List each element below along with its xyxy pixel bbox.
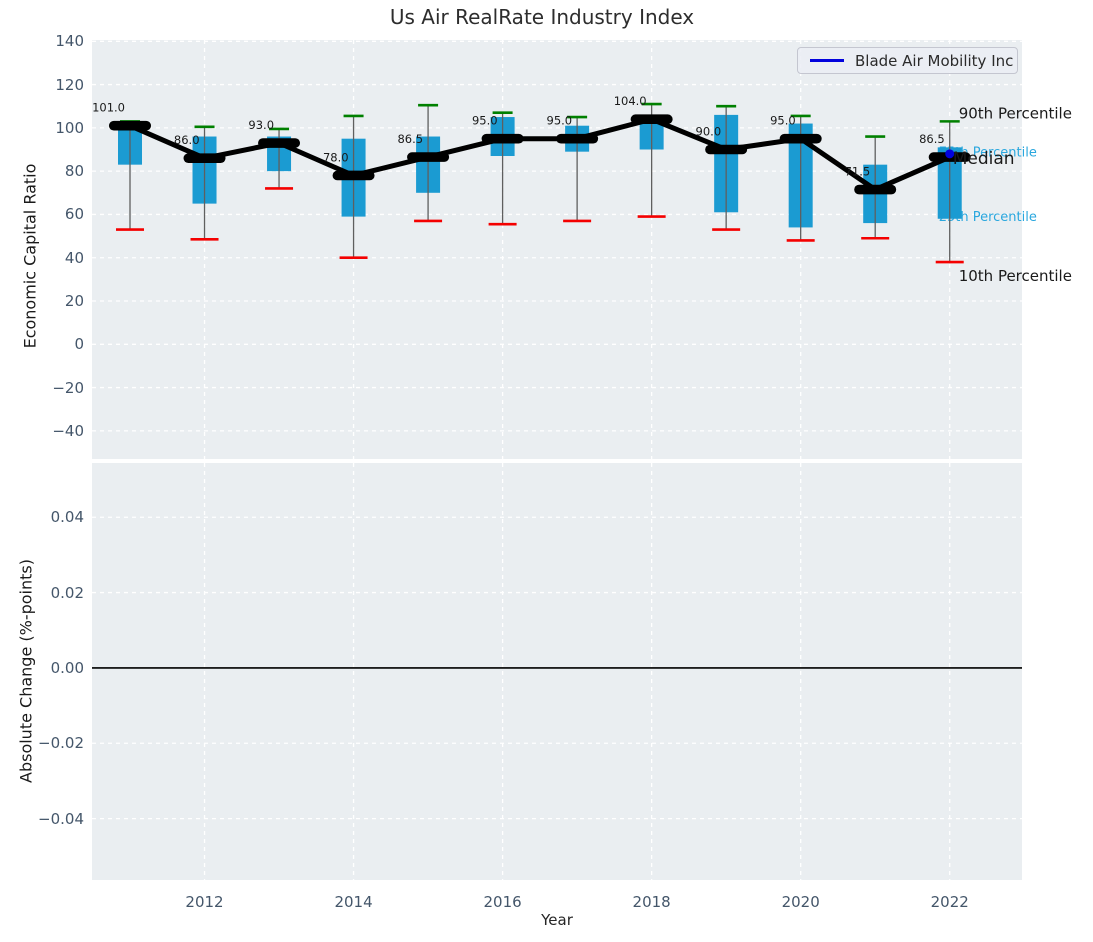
median-marker-2017: [556, 133, 599, 144]
median-marker-2013: [258, 138, 301, 148]
median-marker-2020: [779, 133, 822, 144]
legend-line-sample: [810, 59, 844, 62]
x-tick-label: 2016: [483, 893, 522, 911]
y-tick-label-top: 140: [55, 32, 84, 51]
y-tick-label-bottom: 0.00: [50, 658, 84, 677]
y-tick-label-top: 0: [74, 335, 84, 354]
median-value-label-2012: 86.0: [174, 133, 200, 147]
median-value-label-2015: 86.5: [397, 132, 423, 146]
legend-label: Blade Air Mobility Inc: [855, 51, 1014, 70]
legend: Blade Air Mobility Inc: [797, 47, 1018, 74]
median-value-label-2022: 86.5: [919, 132, 945, 146]
median-value-label-2018: 104.0: [614, 94, 647, 108]
x-tick-label: 2014: [334, 893, 373, 911]
median-marker-2012: [183, 153, 226, 163]
annotation-90th-percentile: 90th Percentile: [959, 104, 1072, 122]
median-value-label-2014: 78.0: [323, 150, 349, 164]
median-value-label-2020: 95.0: [770, 114, 796, 128]
x-axis-label: Year: [541, 911, 573, 929]
y-tick-label-top: 120: [55, 75, 84, 94]
y-tick-label-top: 20: [64, 292, 84, 310]
company-marker: [945, 149, 955, 159]
median-marker-2015: [407, 152, 450, 162]
median-marker-2014: [332, 170, 375, 181]
median-marker-2019: [705, 144, 748, 155]
median-value-label-2021: 71.5: [845, 165, 871, 179]
y-tick-label-top: −40: [52, 421, 84, 440]
x-tick-label: 2020: [781, 893, 820, 911]
x-tick-label: 2022: [930, 893, 969, 911]
bottom-plot-background: [92, 463, 1022, 880]
x-tick-label: 2018: [632, 893, 671, 911]
y-tick-label-top: 60: [64, 205, 84, 224]
median-value-label-2013: 93.0: [248, 118, 274, 132]
median-value-label-2011: 101.0: [92, 101, 125, 115]
annotation-25th-percentile: 25th Percentile: [939, 210, 1037, 225]
y-tick-label-bottom: 0.04: [50, 508, 84, 527]
annotation-10th-percentile: 10th Percentile: [959, 267, 1072, 285]
y-tick-label-bottom: −0.02: [38, 734, 84, 753]
y-tick-label-top: 100: [55, 118, 84, 137]
y-tick-label-bottom: 0.02: [50, 583, 84, 602]
median-marker-2016: [481, 133, 524, 144]
median-value-label-2017: 95.0: [547, 114, 573, 128]
x-tick-label: 2012: [185, 893, 224, 911]
annotation-median: Median: [953, 149, 1015, 169]
median-marker-2018: [630, 114, 673, 125]
y-tick-label-top: 40: [64, 248, 84, 267]
median-marker-2011: [109, 120, 152, 131]
y-tick-label-top: 80: [64, 162, 84, 181]
median-value-label-2019: 90.0: [696, 125, 722, 139]
median-value-label-2016: 95.0: [472, 114, 498, 128]
top-plot-background: [92, 40, 1022, 459]
y-tick-label-top: −20: [52, 378, 84, 397]
median-marker-2021: [854, 184, 897, 195]
y-tick-label-bottom: −0.04: [38, 809, 84, 828]
chart-title: Us Air RealRate Industry Index: [389, 5, 695, 29]
